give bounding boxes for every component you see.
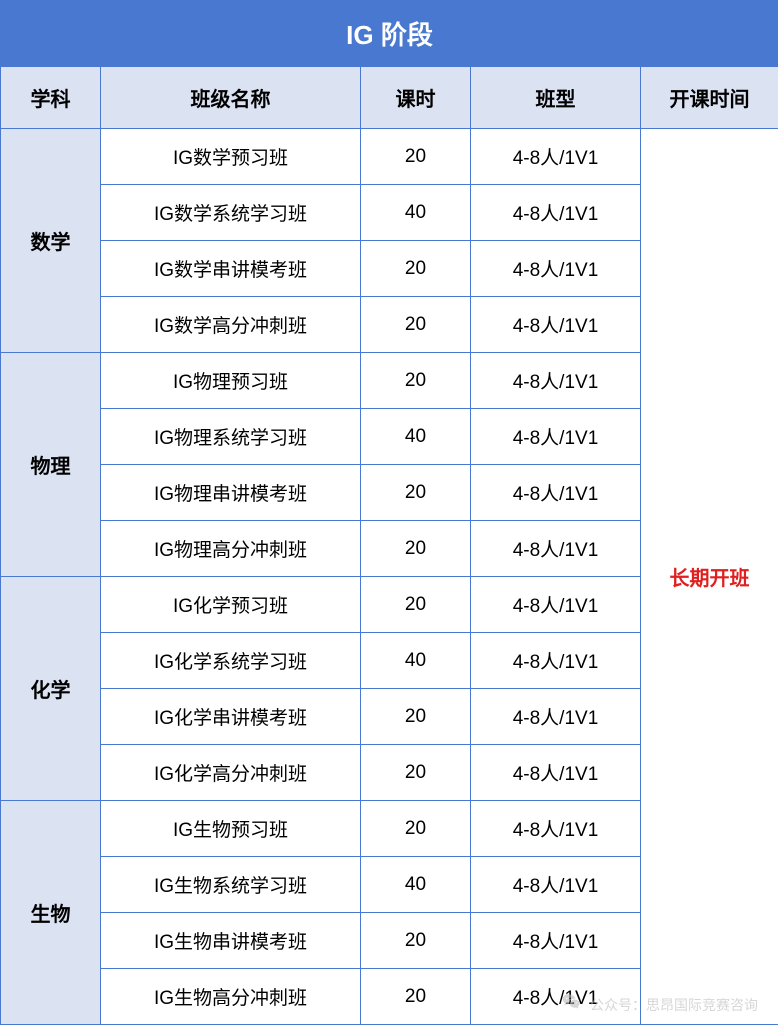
header-schedule: 开课时间 [641,67,778,129]
class-type-cell: 4-8人/1V1 [471,689,641,745]
class-name-cell: IG数学高分冲刺班 [101,297,361,353]
class-name-cell: IG化学串讲模考班 [101,689,361,745]
class-name-cell: IG数学系统学习班 [101,185,361,241]
class-name-cell: IG生物预习班 [101,801,361,857]
class-type-cell: 4-8人/1V1 [471,969,641,1025]
table-wrapper: IG 阶段 学科 班级名称 课时 班型 开课时间 数学IG数学预习班204-8人… [0,0,778,1025]
class-name-cell: IG数学预习班 [101,129,361,185]
class-type-cell: 4-8人/1V1 [471,577,641,633]
hours-cell: 20 [361,353,471,409]
class-type-cell: 4-8人/1V1 [471,185,641,241]
hours-cell: 20 [361,297,471,353]
hours-cell: 40 [361,185,471,241]
header-subject: 学科 [1,67,101,129]
hours-cell: 20 [361,521,471,577]
class-name-cell: IG化学高分冲刺班 [101,745,361,801]
header-hours: 课时 [361,67,471,129]
class-type-cell: 4-8人/1V1 [471,521,641,577]
class-type-cell: 4-8人/1V1 [471,353,641,409]
table-row: 数学IG数学预习班204-8人/1V1长期开班 [1,129,778,185]
hours-cell: 40 [361,633,471,689]
hours-cell: 40 [361,857,471,913]
class-type-cell: 4-8人/1V1 [471,465,641,521]
class-name-cell: IG化学预习班 [101,577,361,633]
class-type-cell: 4-8人/1V1 [471,241,641,297]
class-name-cell: IG物理系统学习班 [101,409,361,465]
class-name-cell: IG生物系统学习班 [101,857,361,913]
class-type-cell: 4-8人/1V1 [471,857,641,913]
class-name-cell: IG生物高分冲刺班 [101,969,361,1025]
tbody: IG 阶段 学科 班级名称 课时 班型 开课时间 数学IG数学预习班204-8人… [1,1,778,1025]
header-row: 学科 班级名称 课时 班型 开课时间 [1,67,778,129]
hours-cell: 20 [361,465,471,521]
class-type-cell: 4-8人/1V1 [471,745,641,801]
table-title: IG 阶段 [1,1,778,67]
class-type-cell: 4-8人/1V1 [471,409,641,465]
class-name-cell: IG化学系统学习班 [101,633,361,689]
class-name-cell: IG物理预习班 [101,353,361,409]
class-name-cell: IG数学串讲模考班 [101,241,361,297]
class-type-cell: 4-8人/1V1 [471,129,641,185]
schedule-cell: 长期开班 [641,129,778,1025]
header-type: 班型 [471,67,641,129]
hours-cell: 20 [361,689,471,745]
hours-cell: 20 [361,801,471,857]
hours-cell: 20 [361,577,471,633]
header-class-name: 班级名称 [101,67,361,129]
hours-cell: 20 [361,241,471,297]
class-name-cell: IG物理串讲模考班 [101,465,361,521]
class-type-cell: 4-8人/1V1 [471,633,641,689]
subject-cell: 数学 [1,129,101,353]
subject-cell: 物理 [1,353,101,577]
hours-cell: 20 [361,745,471,801]
hours-cell: 20 [361,969,471,1025]
hours-cell: 20 [361,129,471,185]
class-name-cell: IG物理高分冲刺班 [101,521,361,577]
hours-cell: 40 [361,409,471,465]
subject-cell: 生物 [1,801,101,1025]
course-table: IG 阶段 学科 班级名称 课时 班型 开课时间 数学IG数学预习班204-8人… [0,0,778,1025]
title-row: IG 阶段 [1,1,778,67]
subject-cell: 化学 [1,577,101,801]
class-type-cell: 4-8人/1V1 [471,297,641,353]
class-type-cell: 4-8人/1V1 [471,801,641,857]
